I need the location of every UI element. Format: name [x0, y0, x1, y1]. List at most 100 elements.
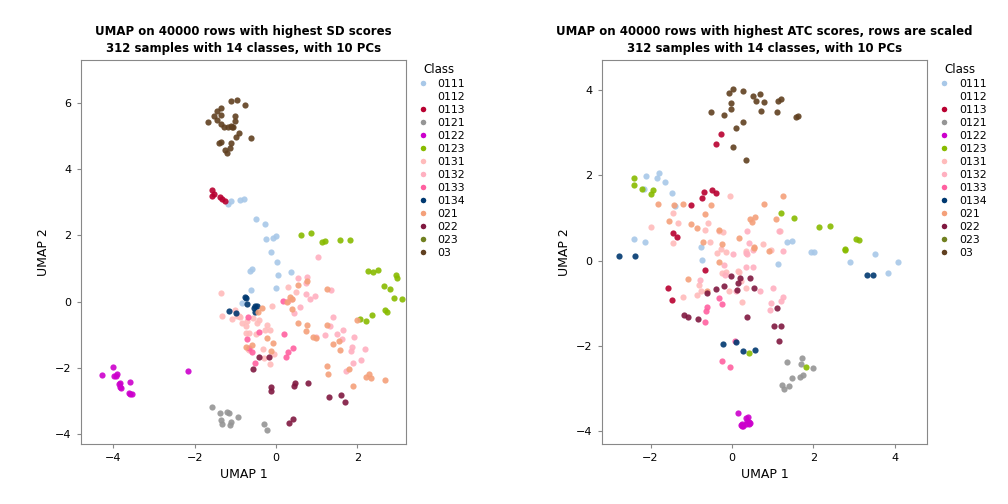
021	[279, 298, 295, 306]
0122	[106, 371, 122, 380]
021	[649, 200, 665, 208]
0131	[245, 314, 261, 322]
021	[742, 215, 758, 223]
0123	[376, 282, 392, 290]
0132	[290, 274, 306, 282]
0132	[280, 297, 296, 305]
0111	[692, 243, 709, 251]
0123	[388, 271, 404, 279]
0123	[313, 237, 330, 245]
0121	[215, 420, 231, 428]
021	[345, 383, 361, 391]
0113	[669, 233, 685, 241]
0132	[345, 359, 361, 367]
03	[768, 108, 784, 116]
0131	[262, 360, 278, 368]
0111	[626, 234, 642, 242]
021	[298, 322, 314, 330]
021	[714, 239, 730, 247]
0111	[236, 195, 252, 203]
0133	[276, 330, 292, 338]
0134	[239, 300, 255, 308]
0132	[765, 284, 781, 292]
03	[213, 138, 229, 146]
03	[229, 96, 245, 104]
022	[287, 379, 303, 387]
0133	[240, 313, 256, 321]
0123	[364, 311, 380, 320]
0123	[377, 305, 393, 313]
0131	[224, 314, 240, 323]
021	[253, 303, 269, 311]
0133	[275, 297, 291, 305]
0123	[741, 349, 757, 357]
0111	[248, 215, 264, 223]
0123	[332, 236, 348, 244]
0113	[217, 197, 233, 205]
0122	[740, 413, 756, 421]
0132	[336, 326, 352, 334]
0123	[352, 316, 368, 324]
0131	[262, 326, 278, 334]
0123	[822, 222, 838, 230]
0111	[244, 265, 260, 273]
0132	[738, 248, 754, 257]
021	[711, 226, 727, 234]
0133	[251, 328, 267, 336]
0123	[360, 267, 376, 275]
0123	[292, 231, 308, 239]
0131	[255, 345, 271, 353]
021	[703, 201, 719, 209]
0123	[388, 274, 404, 282]
0123	[370, 266, 386, 274]
0132	[772, 297, 788, 305]
021	[244, 341, 260, 349]
0133	[241, 344, 257, 352]
0123	[634, 184, 650, 193]
0122	[109, 369, 125, 377]
021	[731, 234, 747, 242]
0111	[636, 185, 652, 193]
0131	[734, 298, 750, 306]
0134	[715, 340, 731, 348]
03	[201, 118, 217, 127]
021	[358, 372, 374, 381]
0123	[645, 185, 661, 194]
022	[708, 285, 724, 293]
0121	[213, 409, 229, 417]
0122	[734, 419, 750, 427]
0122	[735, 422, 751, 430]
0133	[280, 348, 296, 356]
021	[682, 220, 699, 228]
03	[225, 122, 241, 131]
0121	[804, 364, 821, 372]
0132	[297, 279, 313, 287]
0123	[851, 236, 867, 244]
0134	[238, 294, 254, 302]
021	[698, 210, 714, 218]
Legend: 0111, 0112, 0113, 0121, 0122, 0123, 0131, 0132, 0133, 0134, 021, 022, 023, 03: 0111, 0112, 0113, 0121, 0122, 0123, 0131…	[409, 60, 468, 260]
03	[206, 112, 222, 120]
Y-axis label: UMAP 2: UMAP 2	[36, 228, 49, 276]
0132	[739, 227, 755, 235]
0133	[284, 344, 300, 352]
0122	[734, 422, 750, 430]
0111	[806, 248, 823, 256]
0113	[659, 284, 675, 292]
0111	[220, 200, 236, 208]
0132	[357, 345, 373, 353]
0131	[251, 317, 267, 325]
03	[224, 97, 240, 105]
0134	[627, 253, 643, 261]
0134	[611, 251, 627, 260]
0131	[234, 319, 250, 327]
0132	[301, 295, 318, 303]
0121	[213, 416, 229, 424]
021	[263, 347, 279, 355]
0121	[779, 358, 795, 366]
0111	[234, 299, 250, 307]
021	[250, 308, 266, 317]
0111	[784, 237, 800, 245]
0123	[382, 285, 398, 293]
022	[285, 415, 301, 423]
